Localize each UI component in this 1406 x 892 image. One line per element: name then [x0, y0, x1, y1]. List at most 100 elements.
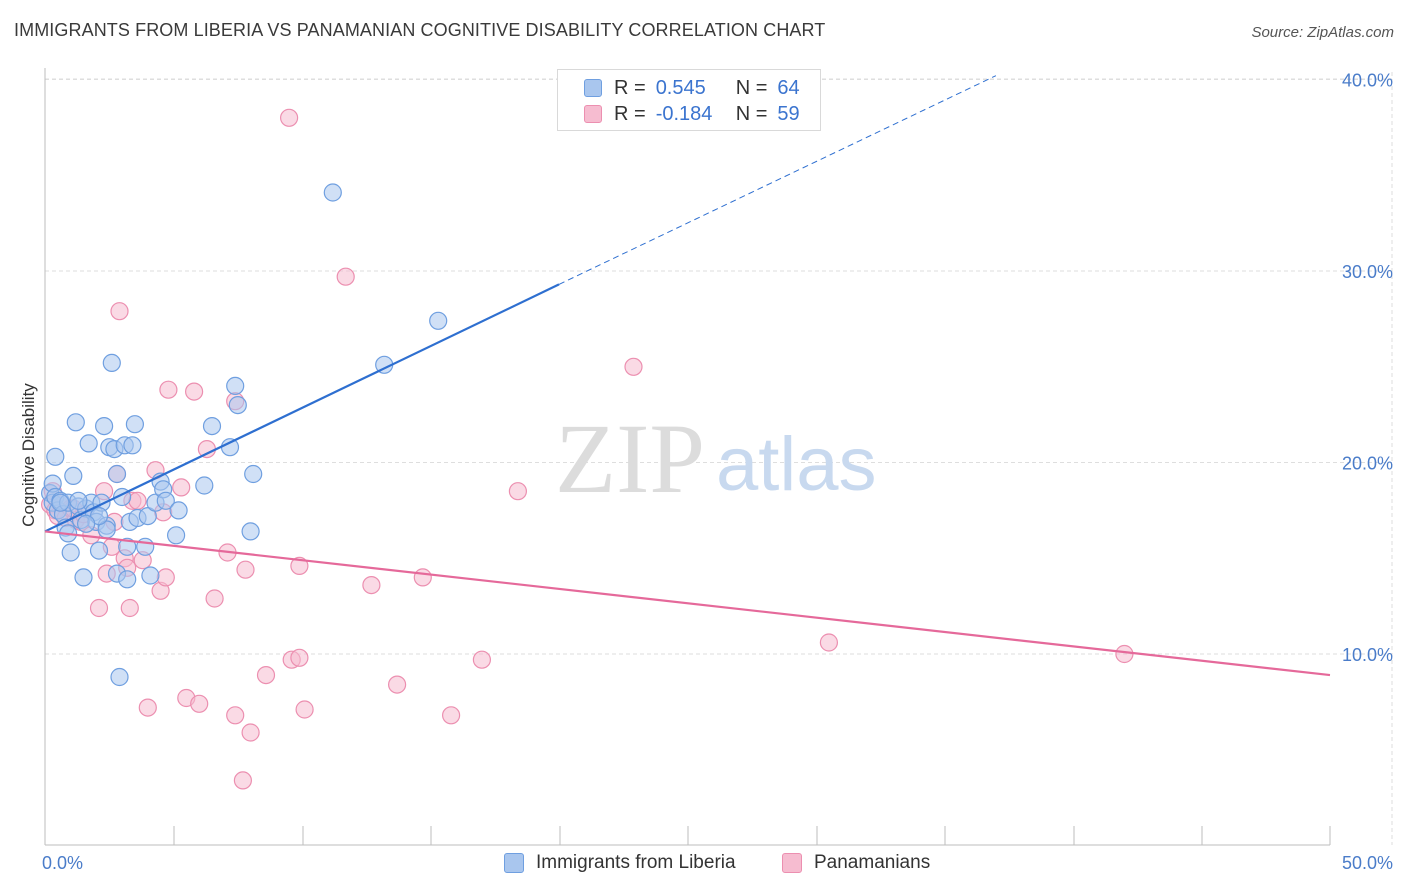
liberia-point	[76, 514, 96, 533]
liberia-point	[102, 353, 121, 372]
gridlines	[45, 72, 1393, 845]
legend-r-value: 0.545	[655, 76, 706, 99]
panamanian-point	[172, 478, 191, 497]
panamanian-point	[185, 382, 204, 401]
legend-r-label: R =	[614, 76, 646, 99]
liberia-point	[89, 541, 109, 560]
x-tick-label: 0.0%	[42, 853, 83, 873]
watermark: ZIP atlas	[555, 403, 877, 514]
panamanian-point	[226, 706, 245, 725]
legend-row-panamanian: R = -0.184 N = 59	[584, 102, 800, 126]
liberia-point	[156, 491, 175, 510]
panamanian-point	[413, 568, 432, 587]
liberia-point	[46, 447, 65, 466]
correlation-legend: R = 0.545 N = 64 R = -0.184 N = 59	[557, 69, 821, 131]
liberia-point	[66, 413, 85, 432]
panamanian-point	[508, 482, 528, 501]
liberia-point	[228, 396, 247, 415]
panamanian-point	[1115, 644, 1134, 664]
panamanian-point	[336, 267, 355, 286]
panamanian-point	[233, 771, 252, 790]
panamanian-point	[256, 665, 276, 685]
panamanian-point	[295, 700, 314, 719]
panamanian-point	[819, 633, 839, 652]
liberia-point	[118, 537, 137, 556]
panamanian-point	[159, 380, 178, 399]
legend-n-label: N =	[735, 76, 768, 99]
x-tick-label: 50.0%	[1342, 853, 1393, 873]
panamanian-point	[190, 694, 209, 713]
panamanian-point	[128, 491, 147, 510]
data-points	[40, 108, 1134, 790]
liberia-point	[123, 436, 142, 455]
liberia-point	[195, 476, 214, 495]
liberia-point	[169, 501, 188, 520]
series-label-panamanians: Panamanians	[814, 852, 931, 873]
liberia-point	[244, 464, 263, 484]
series-legend-liberia[interactable]: Immigrants from Liberia	[504, 852, 736, 874]
liberia-point	[167, 526, 186, 545]
liberia-point	[118, 570, 137, 589]
liberia-point	[51, 493, 70, 512]
panamanian-point	[110, 302, 129, 321]
series-label-liberia: Immigrants from Liberia	[536, 852, 736, 873]
panamanian-point	[156, 568, 175, 587]
y-tick-label: 20.0%	[1342, 454, 1393, 474]
series-swatch-pink	[782, 853, 802, 873]
panamanian-point	[442, 706, 461, 725]
y-tick-label: 40.0%	[1342, 71, 1393, 91]
panamanian-point	[362, 575, 381, 595]
tick-labels: 10.0% 20.0% 30.0% 40.0% 0.0% 50.0%	[42, 71, 1393, 874]
chart-title: IMMIGRANTS FROM LIBERIA VS PANAMANIAN CO…	[14, 20, 826, 40]
panamanian-point	[138, 698, 157, 717]
legend-swatch-blue	[584, 79, 602, 97]
panamanian-point	[290, 648, 309, 667]
liberia-point	[220, 438, 240, 457]
axes	[44, 68, 1331, 846]
liberia-point	[138, 506, 157, 526]
panamanian-point	[280, 108, 299, 127]
liberia-point	[107, 464, 127, 484]
liberia-point	[69, 491, 88, 510]
liberia-point	[226, 376, 245, 395]
legend-r-label: R =	[614, 102, 646, 125]
legend-n-label: N =	[735, 102, 768, 125]
liberia-point	[110, 667, 129, 687]
series-legend-panamanians[interactable]: Panamanians	[782, 852, 930, 874]
panamanian-point	[197, 440, 216, 459]
series-swatch-blue	[504, 853, 524, 873]
liberia-point	[94, 417, 114, 436]
panamanian-point	[290, 556, 309, 576]
series-legend: Immigrants from Liberia Panamanians	[0, 852, 1406, 878]
liberia-point	[241, 522, 260, 541]
y-axis-title: Cognitive Disability	[19, 383, 38, 527]
panamanian-point	[120, 598, 139, 618]
trend-lines	[44, 75, 1331, 677]
y-tick-label: 10.0%	[1342, 645, 1393, 665]
legend-n-value: 64	[777, 76, 800, 99]
watermark-atlas: atlas	[716, 422, 877, 507]
liberia-point	[74, 568, 93, 587]
panamanian-point	[472, 650, 491, 669]
legend-swatch-pink	[584, 105, 602, 123]
liberia-trend-extension	[558, 75, 997, 285]
panamanian-point	[236, 560, 255, 579]
liberia-point	[64, 466, 83, 485]
liberia-point	[125, 415, 144, 434]
y-tick-label: 30.0%	[1342, 262, 1393, 282]
liberia-point	[61, 543, 80, 562]
legend-r-value: -0.184	[655, 102, 713, 125]
legend-row-liberia: R = 0.545 N = 64	[584, 76, 800, 100]
source-credit: Source: ZipAtlas.com	[1251, 24, 1394, 41]
liberia-point	[141, 566, 160, 585]
legend-n-value: 59	[777, 102, 800, 125]
watermark-zip: ZIP	[555, 403, 705, 514]
liberia-point	[429, 311, 448, 330]
liberia-trend-line	[44, 283, 560, 533]
panamanian-point	[89, 598, 109, 618]
liberia-point	[79, 434, 98, 453]
panamanian-point	[388, 675, 407, 694]
panamanian-point	[205, 589, 224, 608]
liberia-point	[323, 183, 342, 202]
